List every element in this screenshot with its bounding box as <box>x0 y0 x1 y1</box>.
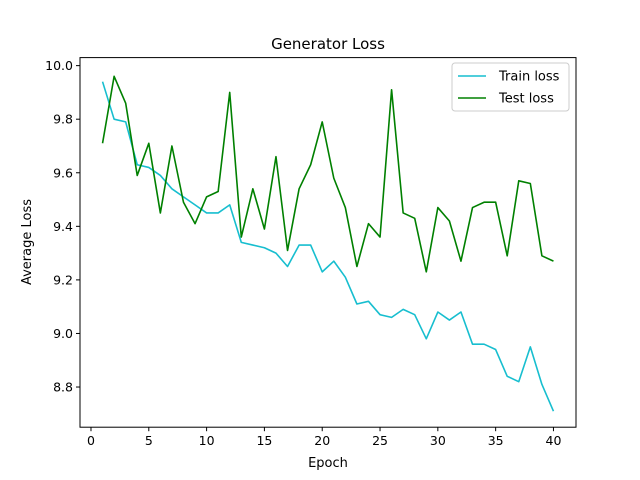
x-tick-label: 15 <box>256 433 272 448</box>
series-line-2 <box>101 75 554 273</box>
x-axis-label: Epoch <box>308 456 348 471</box>
x-tick-label: 10 <box>199 433 215 448</box>
legend: Train loss Test loss <box>451 62 570 112</box>
x-tick-label: 20 <box>314 433 330 448</box>
x-tick-label: 40 <box>546 433 562 448</box>
x-tick-label: 0 <box>87 433 95 448</box>
x-tick-label: 25 <box>372 433 388 448</box>
y-tick-label: 9.8 <box>53 112 73 127</box>
series-line-1 <box>101 81 555 412</box>
legend-label-1: Train loss <box>498 70 560 85</box>
x-axis: 0 5 10 15 20 25 30 35 40 <box>87 427 561 448</box>
y-tick-label: 9.4 <box>53 219 73 234</box>
series-layer <box>101 75 555 412</box>
y-tick-label: 8.8 <box>53 380 73 395</box>
y-axis: 8.8 9.0 9.2 9.4 9.6 9.8 10.0 <box>45 58 80 395</box>
y-tick-label: 9.0 <box>53 326 73 341</box>
y-tick-label: 9.2 <box>53 272 73 287</box>
y-axis-label: Average Loss <box>20 199 35 285</box>
legend-label-2: Test loss <box>498 92 554 107</box>
x-tick-label: 35 <box>488 433 504 448</box>
chart-title: Generator Loss <box>271 35 385 53</box>
x-tick-label: 5 <box>145 433 153 448</box>
plot-frame <box>79 57 577 428</box>
y-tick-label: 9.6 <box>53 165 73 180</box>
legend-box <box>451 62 570 112</box>
y-tick-label: 10.0 <box>45 58 73 73</box>
x-tick-label: 30 <box>430 433 446 448</box>
